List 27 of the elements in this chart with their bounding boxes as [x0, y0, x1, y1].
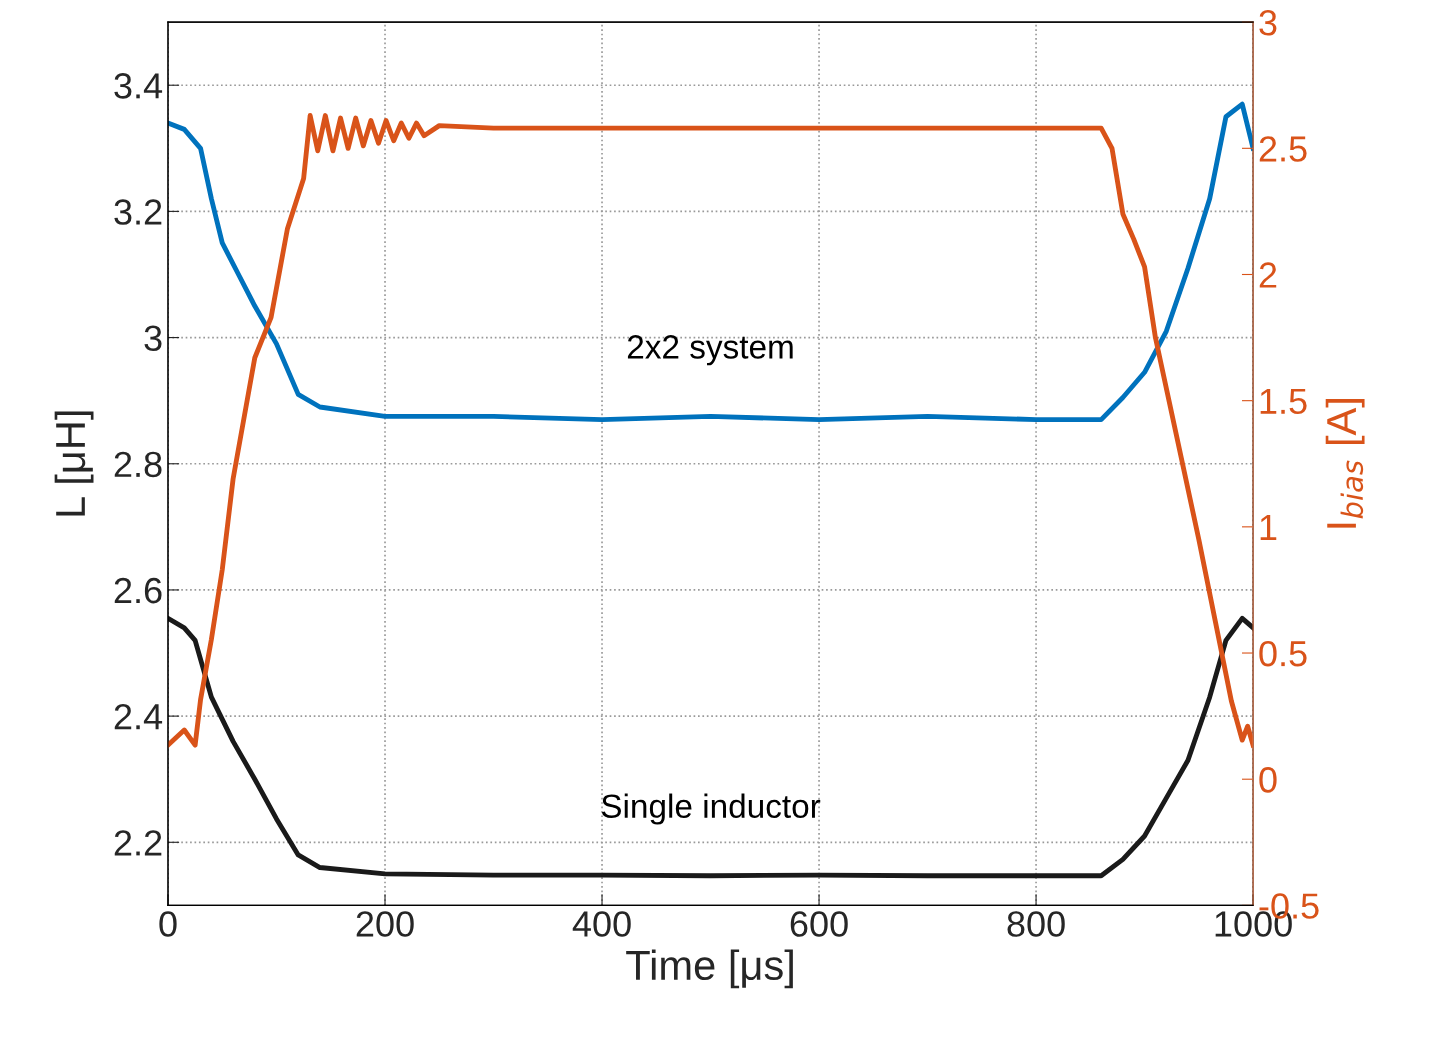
y2-tick-label: 3 [1259, 10, 1277, 36]
x-tick-label: 400 [572, 911, 631, 937]
y2-tick-label: 0.5 [1259, 640, 1307, 667]
y2-tick-label: 1.5 [1260, 388, 1307, 415]
y-tick-label: 2.4 [114, 703, 163, 730]
line-series [168, 113, 1254, 748]
y2-tick-label: 1 [1260, 515, 1277, 540]
line-series [168, 615, 1254, 879]
x-tick-label: 800 [1007, 911, 1065, 937]
y-tick-label: 3.4 [114, 73, 163, 99]
y-tick-label: 2.8 [114, 451, 162, 478]
series-label: 2x2 system [627, 335, 793, 366]
y2-axis-title: I$_{bias}$ [A] [1325, 399, 1365, 528]
series-label: Single inductor [601, 793, 821, 825]
y-axis-title: L [μH] [54, 411, 94, 516]
y-tick-label: 3 [144, 325, 162, 352]
x-tick-label: 600 [790, 911, 848, 937]
x-axis-title: Time [μs] [626, 949, 793, 989]
line-series [168, 101, 1254, 423]
y-tick-label: 2.2 [114, 830, 162, 856]
y2-tick-label: 2 [1259, 262, 1277, 288]
y-tick-label: 2.6 [114, 577, 162, 604]
y2-tick-label: 0 [1259, 767, 1277, 793]
y-tick-label: 3.2 [114, 199, 162, 225]
y2-tick-label: 2.5 [1259, 136, 1307, 162]
x-tick-label: 0 [159, 911, 177, 937]
x-tick-label: 200 [356, 911, 414, 937]
